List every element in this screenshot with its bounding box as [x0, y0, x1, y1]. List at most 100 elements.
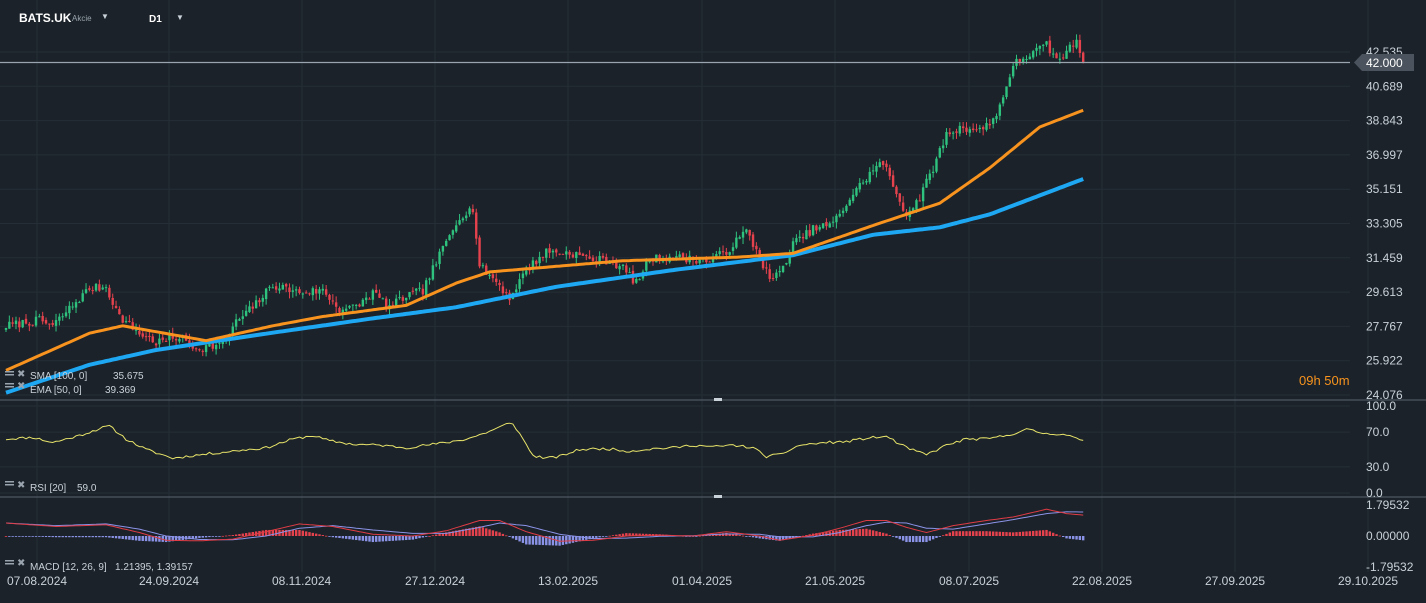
candle	[621, 263, 625, 271]
candle	[445, 238, 448, 247]
candle-body	[304, 292, 308, 294]
macd-histogram-bar	[751, 536, 755, 538]
candle-body	[21, 320, 24, 328]
candle-body	[925, 178, 928, 188]
sma-settings-icon[interactable]	[5, 371, 14, 373]
candle	[451, 229, 455, 239]
candle-body	[725, 251, 728, 255]
macd-histogram-bar	[461, 529, 465, 536]
candle	[475, 208, 478, 245]
candle-body	[721, 251, 725, 253]
candle-body	[978, 127, 982, 130]
candle-body	[998, 104, 1002, 116]
candle	[751, 231, 755, 251]
candle	[841, 207, 845, 217]
rsi-resize-handle[interactable]	[714, 398, 722, 401]
candle-body	[281, 284, 285, 290]
macd-histogram-bar	[1001, 531, 1005, 536]
rsi-legend[interactable]: ✖ RSI [20] 59.0	[5, 480, 97, 494]
macd-histogram-bar	[601, 536, 605, 537]
candle-body	[418, 287, 421, 289]
candle	[998, 102, 1002, 121]
candle	[378, 289, 381, 299]
macd-histogram-bar	[234, 534, 238, 536]
macd-resize-handle[interactable]	[714, 495, 722, 498]
macd-histogram-bar	[961, 531, 965, 536]
macd-histogram-bar	[988, 531, 992, 536]
candle	[1065, 45, 1068, 60]
candle-body	[244, 310, 248, 316]
ema-legend[interactable]: ✖ EMA [50, 0] 39.369	[5, 381, 136, 396]
rsi-settings-icon-bar	[5, 484, 14, 486]
macd-histogram-bar	[148, 536, 151, 542]
candle-body	[838, 213, 841, 217]
candle-body	[638, 279, 641, 281]
candle	[78, 300, 81, 304]
macd-histogram-bar	[575, 536, 578, 543]
candle-body	[825, 221, 828, 227]
candle	[81, 289, 84, 303]
sma-legend[interactable]: ✖ SMA [100, 0] 35.675	[5, 369, 144, 382]
candle	[108, 284, 111, 300]
rsi-settings-icon[interactable]	[5, 481, 14, 483]
candle-body	[448, 235, 451, 241]
candle-body	[425, 280, 428, 296]
macd-histogram-bar	[848, 529, 851, 536]
candle-body	[791, 241, 795, 253]
candle-body	[88, 288, 91, 290]
candle-body	[368, 298, 371, 300]
candle-body	[458, 220, 461, 225]
macd-histogram-bar	[535, 536, 538, 545]
macd-histogram-bar	[525, 536, 528, 545]
macd-signal-line	[5, 511, 1084, 541]
macd-histogram-bar	[578, 536, 581, 542]
ema-remove-icon[interactable]: ✖	[17, 381, 25, 392]
candle	[288, 283, 291, 299]
price-axis[interactable]: 42.53540.68938.84336.99735.15133.30531.4…	[1366, 45, 1403, 402]
macd-remove-icon[interactable]: ✖	[17, 558, 25, 569]
ema-settings-icon[interactable]	[5, 383, 14, 385]
candle	[68, 301, 71, 320]
candle	[254, 295, 258, 309]
symbol-dropdown-icon[interactable]: ▼	[101, 12, 109, 21]
macd-histogram-bar	[4, 536, 8, 537]
candle-body	[108, 287, 111, 298]
candle	[264, 287, 268, 305]
macd-legend[interactable]: ✖ MACD [12, 26, 9] 1.21395, 1.39157	[5, 558, 193, 573]
sma-remove-icon[interactable]: ✖	[17, 369, 25, 380]
candle	[344, 304, 348, 314]
candle-body	[1055, 53, 1058, 59]
symbol-label[interactable]: BATS.UK	[19, 11, 72, 25]
candle-body	[381, 298, 385, 300]
macd-histogram-bar	[538, 536, 541, 545]
macd-histogram-bar	[261, 530, 264, 536]
candle-body	[238, 319, 241, 321]
macd-histogram-bar	[878, 531, 881, 536]
timeframe-label[interactable]: D1	[149, 14, 162, 25]
rsi-remove-icon[interactable]: ✖	[17, 480, 25, 491]
candle-body	[788, 252, 791, 264]
macd-histogram-bar	[805, 535, 808, 536]
candle	[755, 242, 758, 255]
candle-body	[588, 256, 591, 259]
macd-histogram-bar	[948, 532, 952, 536]
macd-histogram-bar	[268, 529, 271, 536]
candle-body	[374, 289, 378, 293]
candle-body	[738, 237, 741, 239]
candle-body	[398, 297, 401, 299]
candle	[458, 214, 461, 226]
candle	[8, 315, 11, 329]
macd-histogram-bar	[361, 536, 365, 541]
timeframe-dropdown-icon[interactable]: ▼	[176, 13, 184, 22]
candle-body	[465, 215, 468, 219]
macd-histogram-bar	[495, 531, 498, 536]
candle-body	[174, 338, 178, 341]
macd-settings-icon[interactable]	[5, 560, 14, 562]
macd-histogram-bar	[735, 534, 738, 536]
candle-body	[731, 247, 735, 251]
time-axis[interactable]: 07.08.2024 24.09.2024 08.11.2024 27.12.2024…	[7, 574, 1398, 588]
candle	[848, 197, 851, 207]
candle	[324, 285, 328, 297]
